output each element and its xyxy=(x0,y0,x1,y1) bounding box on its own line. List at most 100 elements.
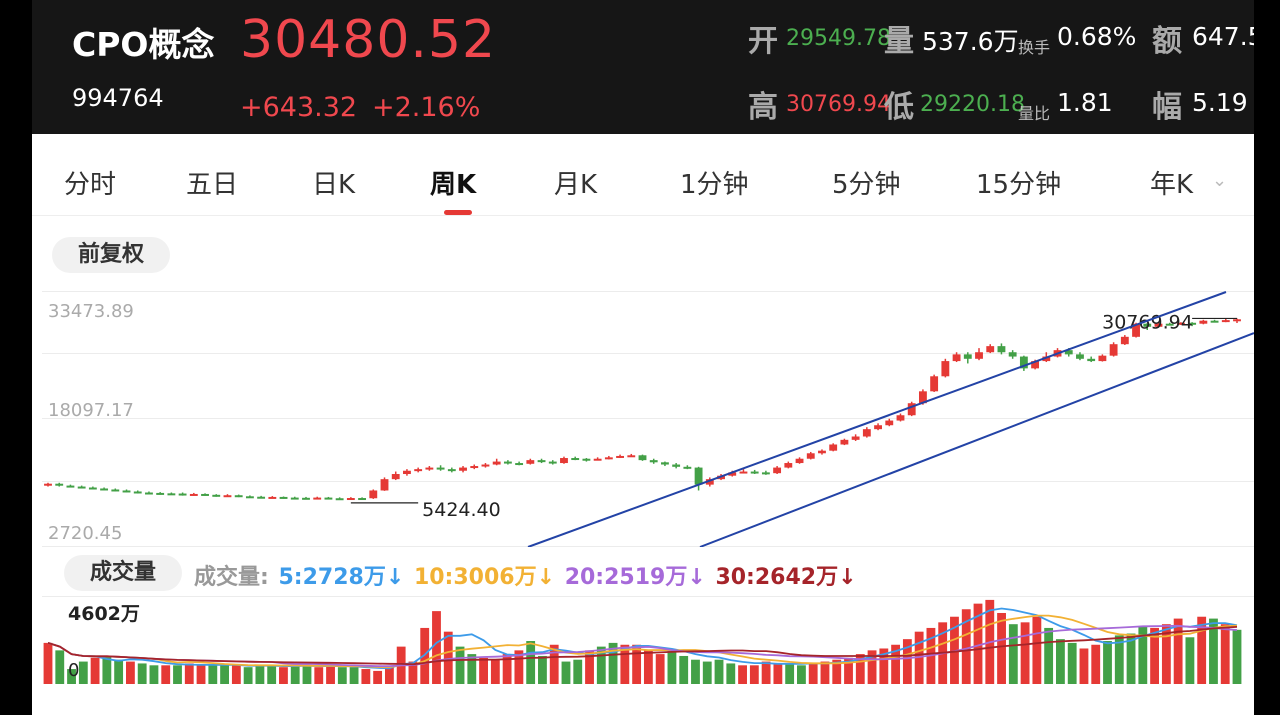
candle-body xyxy=(829,444,838,451)
candle-body xyxy=(997,346,1006,353)
volume-bar xyxy=(549,644,559,684)
last-price: 30480.52 xyxy=(240,10,497,70)
volume-bar xyxy=(691,659,700,684)
volume-zero-label: 0 xyxy=(68,660,79,681)
y-tick-label: 2720.45 xyxy=(48,523,122,544)
turnover-label: 换手 xyxy=(1018,38,1051,57)
candle-body xyxy=(582,458,591,461)
candle-body xyxy=(526,460,535,464)
volume-bar xyxy=(1056,639,1065,684)
tab-daily[interactable]: 日K xyxy=(312,170,356,200)
candle-body xyxy=(245,496,254,499)
candle-body xyxy=(773,467,782,474)
volume-bar xyxy=(961,609,971,684)
candle-body xyxy=(795,458,804,464)
candle-body xyxy=(941,361,950,377)
volume-bar xyxy=(78,661,88,684)
candle-body xyxy=(481,464,490,467)
volume-bar xyxy=(279,667,288,684)
candle-body xyxy=(100,488,109,491)
candle-body xyxy=(963,354,972,359)
candle-body xyxy=(986,346,995,353)
volume-bar xyxy=(161,665,171,684)
volume-ma-line xyxy=(47,614,1238,669)
volume-bar xyxy=(361,669,371,684)
candle-body xyxy=(111,489,120,492)
volume-bar xyxy=(902,639,912,684)
volume-bar xyxy=(1032,616,1042,684)
candle-body xyxy=(661,462,669,465)
candle-body xyxy=(223,495,232,498)
candle-body xyxy=(739,471,748,474)
candle-body xyxy=(302,497,310,500)
tab-intraday[interactable]: 分时 xyxy=(64,170,117,200)
volume-bar xyxy=(55,650,65,684)
ma30-label: 30:2642万↓ xyxy=(715,565,857,590)
candle-body xyxy=(750,471,759,474)
candle-body xyxy=(907,403,916,416)
volume-bar xyxy=(67,669,76,684)
candle-body xyxy=(1221,320,1230,323)
chevron-down-icon[interactable]: ⌄ xyxy=(1212,170,1228,191)
volume-bar xyxy=(761,661,771,684)
volume-bar xyxy=(114,659,124,684)
tab-yearly[interactable]: 年K xyxy=(1150,170,1194,200)
vol-ratio-label: 量比 xyxy=(1018,104,1051,123)
candle-body xyxy=(616,455,624,458)
candle-body xyxy=(1143,323,1152,327)
volume-bar xyxy=(832,659,842,684)
volume-label: 量 xyxy=(884,24,914,59)
adjust-button[interactable]: 前复权 xyxy=(52,237,170,273)
candle-body xyxy=(1233,319,1241,322)
candle-body xyxy=(403,470,411,475)
candle-body xyxy=(380,479,389,491)
trend-channel-upper xyxy=(527,291,1227,547)
volume-bar xyxy=(1138,626,1148,684)
candle-body xyxy=(649,460,658,463)
high-label: 高 xyxy=(748,90,778,125)
volume-bar xyxy=(1185,637,1195,684)
candle-body xyxy=(145,492,153,495)
candle-body xyxy=(189,493,198,496)
tab-five-day[interactable]: 五日 xyxy=(186,170,239,200)
candle-body xyxy=(627,455,636,458)
candle-body xyxy=(1031,361,1040,369)
volume-bar xyxy=(973,603,983,684)
tab-1min[interactable]: 1分钟 xyxy=(680,170,749,200)
volume-bar xyxy=(314,667,324,684)
candle-body xyxy=(515,463,524,466)
volume-bar xyxy=(196,665,206,684)
tab-5min[interactable]: 5分钟 xyxy=(832,170,901,200)
volume-bar xyxy=(373,670,383,684)
volume-bar xyxy=(1103,641,1112,684)
candle-body xyxy=(1120,336,1129,345)
candle-body xyxy=(1008,352,1017,357)
volume-bar xyxy=(243,667,253,684)
volume-bar xyxy=(702,661,712,684)
candle-body xyxy=(44,483,52,486)
candle-body xyxy=(862,429,871,437)
candle-body xyxy=(492,461,501,465)
volume-indicator-button[interactable]: 成交量 xyxy=(64,555,182,591)
volume-max-label: 4602万 xyxy=(68,603,140,625)
tab-15min[interactable]: 15分钟 xyxy=(976,170,1062,200)
volume-bar xyxy=(173,665,182,684)
candle-body xyxy=(447,469,456,472)
candle-body xyxy=(1109,344,1118,356)
volume-bar xyxy=(125,661,135,684)
volume-bar xyxy=(797,665,806,684)
volume-bar xyxy=(326,665,335,684)
volume-bar xyxy=(1067,642,1077,684)
tab-monthly[interactable]: 月K xyxy=(554,170,598,200)
candle-body xyxy=(885,420,894,426)
volume-bar xyxy=(738,665,747,684)
candle-body xyxy=(918,391,927,404)
candle-body xyxy=(346,498,355,501)
volume-chart: 4602万 0 xyxy=(42,596,1254,684)
y-tick-label: 18097.17 xyxy=(48,400,134,421)
candle-body xyxy=(391,474,400,480)
candle-body xyxy=(571,458,580,461)
volume-bar xyxy=(1173,618,1183,684)
tab-weekly[interactable]: 周K xyxy=(430,170,477,200)
high-marker-label: 30769.94 xyxy=(1102,311,1193,333)
